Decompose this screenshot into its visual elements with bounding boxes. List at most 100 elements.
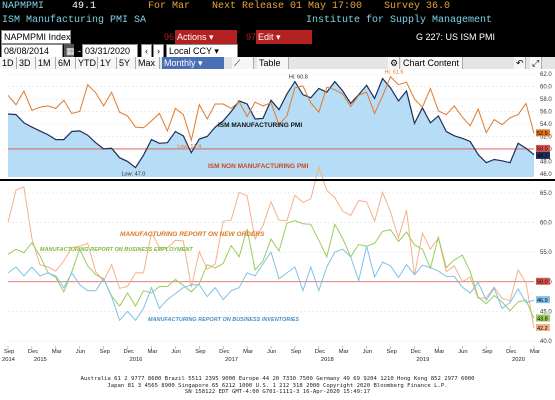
top-annotation: Low: 51.4 bbox=[177, 144, 201, 150]
period-1m[interactable]: 1M bbox=[36, 57, 56, 69]
x-month-label: Dec bbox=[506, 349, 516, 355]
bottom-series-line-0 bbox=[7, 165, 535, 329]
top-annotation: Low: 47.0 bbox=[122, 172, 146, 178]
period-ytd[interactable]: YTD bbox=[76, 57, 98, 69]
period-1d[interactable]: 1D bbox=[0, 57, 17, 69]
top-y-tick-label: 52.0 bbox=[540, 134, 552, 140]
x-month-label: Jun bbox=[267, 349, 276, 355]
top-y-tick-label: 56.0 bbox=[540, 110, 552, 116]
x-month-label: Mar bbox=[52, 349, 62, 355]
top-y-tick-label: 58.0 bbox=[540, 97, 552, 103]
x-year-label: 2018 bbox=[321, 357, 334, 363]
undo-icon[interactable]: ↶ bbox=[514, 57, 526, 69]
currency-select[interactable]: Local CCY ▾ bbox=[166, 44, 238, 58]
bottom-last-value-tag bbox=[536, 296, 550, 304]
ticker: NAPMPMI bbox=[2, 1, 45, 12]
bottom-legend-label: MANUFACTURING REPORT ON BUSINESS EMPLOYM… bbox=[40, 247, 193, 253]
footer-line-2: Japan 81 3 4565 8900 Singapore 65 6212 1… bbox=[107, 382, 448, 389]
x-month-label: Dec bbox=[124, 349, 134, 355]
period-5y[interactable]: 5Y bbox=[117, 57, 136, 69]
x-month-label: Dec bbox=[315, 349, 325, 355]
actions-menu[interactable]: Actions ▾ bbox=[175, 30, 237, 44]
bottom-y-tick-label: 40.0 bbox=[540, 339, 552, 345]
top-y-tick-label: 62.0 bbox=[540, 72, 552, 78]
top-y-tick-label: 60.0 bbox=[540, 85, 552, 91]
x-month-label: Sep bbox=[387, 349, 397, 355]
chart-svg: 46.0 48.0 50.0 52.0 54.0 56.0 58.0 60.0 62.0 ISM … bbox=[0, 70, 555, 363]
prev-button[interactable]: ‹ bbox=[141, 44, 152, 58]
bottom-last-value-label: 42.2 bbox=[537, 326, 548, 332]
x-month-label: Sep bbox=[4, 349, 14, 355]
bottom-y-tick-label: 60.0 bbox=[540, 221, 552, 227]
edit-number: 97 bbox=[244, 30, 259, 44]
period-6m[interactable]: 6M bbox=[56, 57, 76, 69]
top-y-tick-label: 54.0 bbox=[540, 122, 552, 128]
index-field[interactable]: NAPMPMI Index bbox=[1, 30, 71, 44]
source-name: Institute for Supply Management bbox=[306, 15, 493, 26]
period-max[interactable]: Max bbox=[136, 57, 160, 69]
x-month-label: Jun bbox=[76, 349, 85, 355]
top-series-line-1 bbox=[7, 75, 535, 143]
chevron-down-icon: ▾ bbox=[209, 32, 214, 42]
chart-content-button[interactable]: Chart Content bbox=[401, 57, 463, 69]
bottom-series-line-1 bbox=[7, 220, 535, 319]
end-date-field[interactable]: 03/31/2020 bbox=[82, 44, 138, 58]
gear-icon[interactable]: ⚙ bbox=[388, 57, 400, 69]
edit-label: Edit bbox=[258, 32, 274, 42]
header-row: NAPMPMI 49.1 For Mar Next Release 01 May… bbox=[0, 0, 555, 14]
x-month-label: Mar bbox=[147, 349, 157, 355]
page-label: G 227: US ISM PMI bbox=[416, 32, 496, 42]
last-value: 49.1 bbox=[72, 1, 97, 12]
chart-area: 46.0 48.0 50.0 52.0 54.0 56.0 58.0 60.0 62.0 ISM … bbox=[0, 69, 555, 374]
top-annotation: Hi: 61.6 bbox=[385, 70, 404, 76]
chevron-down-icon: ▾ bbox=[276, 32, 281, 42]
bottom-y-tick-label: 65.0 bbox=[540, 191, 552, 197]
x-month-label: Mar bbox=[339, 349, 349, 355]
x-month-label: Dec bbox=[28, 349, 38, 355]
footer-line-1: Australia 61 2 9777 8600 Brazil 5511 239… bbox=[80, 376, 475, 382]
frequency-select[interactable]: Monthly ▾ bbox=[162, 57, 224, 69]
title-row: ISM Manufacturing PMI SA Institute for S… bbox=[0, 14, 555, 28]
x-year-label: 2020 bbox=[512, 357, 525, 363]
x-month-label: Jun bbox=[171, 349, 180, 355]
x-month-label: Sep bbox=[100, 349, 110, 355]
x-year-label: 2019 bbox=[416, 357, 429, 363]
top-legend-label: ISM MANUFACTURING PMI bbox=[218, 122, 302, 129]
period-1y[interactable]: 1Y bbox=[98, 57, 117, 69]
x-year-label: 2017 bbox=[225, 357, 238, 363]
survey: Survey 36.0 bbox=[384, 1, 451, 12]
x-year-label: 2014 bbox=[2, 357, 16, 363]
period-3d[interactable]: 3D bbox=[17, 57, 36, 69]
start-date-field[interactable]: 08/08/2014 bbox=[1, 44, 63, 58]
bottom-y-tick-label: 45.0 bbox=[540, 309, 552, 315]
bottom-series-line-2 bbox=[7, 246, 535, 322]
x-month-label: Mar bbox=[243, 349, 253, 355]
bottom-y-tick-label: 55.0 bbox=[540, 250, 552, 256]
line-chart-icon[interactable]: ⟋ bbox=[232, 57, 254, 69]
x-year-label: 2016 bbox=[130, 357, 143, 363]
bottom-legend-label: MANUFACTURING REPORT ON NEW ORDERS bbox=[120, 231, 265, 238]
x-year-label: 2015 bbox=[34, 357, 47, 363]
currency-value: Local CCY bbox=[169, 46, 212, 56]
toolbar: NAPMPMI Index 96 Actions ▾ 97 Edit ▾ G 2… bbox=[0, 30, 555, 58]
top-legend-label: ISM NON MANUFACTURING PMI bbox=[208, 163, 309, 170]
footer-line-3: SN 158122 EDT GMT-4:00 G701-1111-3 16-Ap… bbox=[184, 389, 371, 395]
top-annotation: Hi: 60.8 bbox=[289, 75, 308, 81]
actions-number: 96 bbox=[162, 30, 177, 44]
bottom-last-value-label: 46.9 bbox=[537, 298, 548, 304]
period-toolbar: 1D 3D 1M 6M YTD 1Y 5Y Max Monthly ▾ ⟋ Ta… bbox=[0, 57, 555, 69]
x-month-label: Sep bbox=[291, 349, 301, 355]
next-release: Next Release 01 May 17:00 bbox=[212, 1, 363, 12]
top-last-value-label: 52.5 bbox=[537, 131, 548, 137]
frequency-value: Monthly bbox=[164, 58, 196, 68]
edit-menu[interactable]: Edit ▾ bbox=[256, 30, 312, 44]
top-series-area bbox=[8, 78, 534, 177]
table-button[interactable]: Table bbox=[257, 57, 289, 69]
expand-icon[interactable]: ⤢ bbox=[530, 57, 542, 69]
top-last-value-tag bbox=[536, 151, 550, 159]
security-title: ISM Manufacturing PMI SA bbox=[2, 15, 147, 26]
calendar-icon[interactable]: ▦ bbox=[64, 44, 75, 58]
bottom-last-value-tag bbox=[536, 324, 550, 331]
next-button[interactable]: › bbox=[153, 44, 164, 58]
actions-label: Actions bbox=[177, 32, 207, 42]
